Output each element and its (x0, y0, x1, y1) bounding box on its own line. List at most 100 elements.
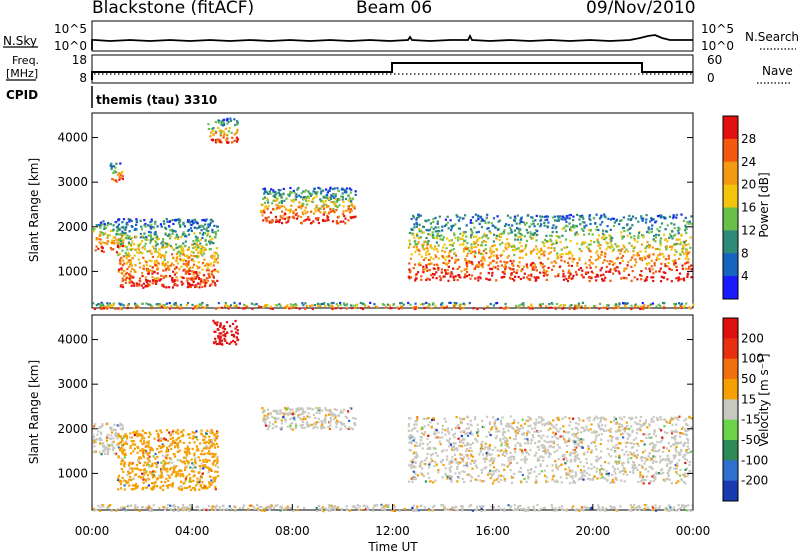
velocity-cell (159, 429, 162, 432)
power-cell (207, 123, 210, 126)
power-cell (134, 302, 137, 305)
power-cell (504, 246, 507, 249)
power-cell (106, 222, 110, 225)
power-cell (409, 276, 413, 279)
velocity-cell (196, 447, 199, 450)
power-cell (600, 250, 603, 253)
power-cell (534, 229, 537, 232)
power-cell (452, 224, 455, 227)
velocity-cell (94, 441, 97, 444)
power-cell (155, 259, 158, 262)
power-cell (459, 237, 462, 240)
velocity-cell (687, 447, 690, 450)
velocity-cell (148, 452, 151, 455)
velocity-cell (555, 437, 558, 440)
power-cell (290, 199, 293, 202)
power-cell (125, 254, 128, 257)
power-cell (184, 272, 187, 275)
power-cell (344, 222, 347, 225)
power-cell (350, 203, 353, 207)
power-cell (346, 303, 349, 306)
nsky-tick-bottom: 10^0 (54, 39, 87, 53)
power-cell (177, 218, 181, 221)
power-cell (529, 278, 532, 281)
power-cell (689, 307, 692, 310)
power-cell (211, 255, 214, 258)
power-cell (122, 259, 125, 262)
power-cell (178, 268, 181, 271)
power-cell (639, 250, 642, 253)
power-cell (438, 215, 441, 218)
velocity-cell (129, 452, 133, 455)
power-cell (427, 239, 430, 243)
velocity-cell (213, 460, 216, 463)
power-cell (667, 261, 670, 264)
velocity-cell (418, 444, 422, 447)
power-cell (439, 278, 442, 282)
velocity-cell (283, 413, 286, 416)
velocity-cell (149, 433, 152, 436)
power-cell (281, 210, 284, 213)
velocity-cell (327, 409, 330, 412)
power-cell (473, 250, 477, 253)
power-cell (169, 275, 172, 278)
power-cell (106, 224, 109, 227)
power-cell (286, 216, 289, 219)
power-cell (441, 302, 444, 305)
power-cell (154, 277, 157, 280)
velocity-cell (480, 471, 484, 474)
power-cell (539, 249, 542, 253)
velocity-cell (151, 473, 154, 477)
power-cell (199, 283, 202, 286)
power-cell (454, 223, 457, 226)
velocity-cell (155, 465, 158, 469)
velocity-cell (183, 486, 186, 490)
velocity-cell (127, 472, 130, 475)
power-cell (203, 281, 206, 285)
power-cell (414, 239, 417, 242)
velocity-cell (179, 485, 182, 488)
power-cell (269, 307, 272, 310)
power-cell (125, 256, 128, 259)
power-cell (441, 225, 444, 228)
velocity-cell (408, 441, 411, 444)
velocity-cell (180, 469, 183, 472)
power-cell (203, 264, 207, 267)
power-cell (517, 247, 520, 250)
power-cell (550, 240, 553, 243)
velocity-cell (136, 435, 139, 438)
velocity-cell (143, 461, 146, 464)
power-cell (407, 246, 410, 249)
power-cell (656, 215, 660, 218)
power-cell (623, 246, 626, 249)
power-cell (236, 120, 239, 123)
velocity-cell (324, 421, 327, 424)
power-cell (465, 271, 469, 274)
power-cell (572, 219, 575, 222)
power-cell (568, 307, 571, 310)
power-cell (640, 305, 643, 308)
power-cell (188, 256, 191, 259)
velocity-cell (159, 439, 163, 442)
velocity-cell (426, 437, 429, 440)
power-cell (334, 195, 337, 198)
velocity-cell (500, 474, 503, 477)
velocity-cell (205, 432, 208, 435)
power-cell (441, 249, 444, 252)
power-cell (575, 225, 578, 228)
power-cell (567, 264, 570, 267)
velocity-cell (166, 470, 169, 473)
power-cell (147, 303, 150, 306)
power-cell (684, 252, 687, 255)
power-cell (637, 220, 640, 223)
power-cell (516, 264, 520, 267)
power-cell (287, 218, 290, 221)
power-cell (198, 271, 201, 274)
power-cell (418, 261, 421, 265)
velocity-cell (293, 412, 296, 415)
power-cell (459, 232, 462, 235)
velocity-cell (177, 459, 181, 462)
power-cell (263, 201, 267, 204)
velocity-cell (213, 437, 216, 440)
velocity-cell (92, 435, 96, 439)
